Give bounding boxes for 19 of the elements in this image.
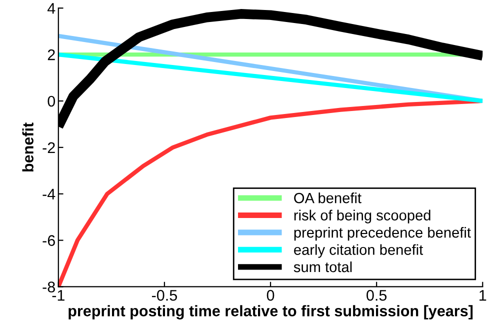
x-tick-label: -1 bbox=[52, 290, 64, 301]
x-tick-label: 0 bbox=[266, 290, 274, 301]
y-tick-label: -4 bbox=[42, 188, 56, 200]
y-tick-label: -6 bbox=[42, 235, 55, 246]
x-tick-label: 0.5 bbox=[366, 290, 387, 301]
legend-label: preprint precedence benefit bbox=[294, 227, 471, 241]
y-tick-label: -2 bbox=[42, 142, 55, 153]
y-tick-label: 0 bbox=[48, 96, 56, 107]
y-tick-label: 4 bbox=[47, 3, 56, 14]
legend-label: OA benefit bbox=[294, 192, 362, 204]
x-tick-label: 1 bbox=[480, 290, 486, 301]
y-axis-title: benefit bbox=[22, 122, 34, 172]
legend-label: early citation benefit bbox=[294, 244, 424, 258]
x-axis-title: preprint posting time relative to first submission [years] bbox=[68, 305, 473, 320]
legend-label: sum total bbox=[294, 261, 352, 272]
y-tick-label: 2 bbox=[48, 49, 55, 60]
x-tick-label: -0.5 bbox=[152, 290, 177, 301]
y-tick-label: -8 bbox=[42, 282, 55, 292]
legend-label: risk of being scooped bbox=[294, 210, 430, 224]
